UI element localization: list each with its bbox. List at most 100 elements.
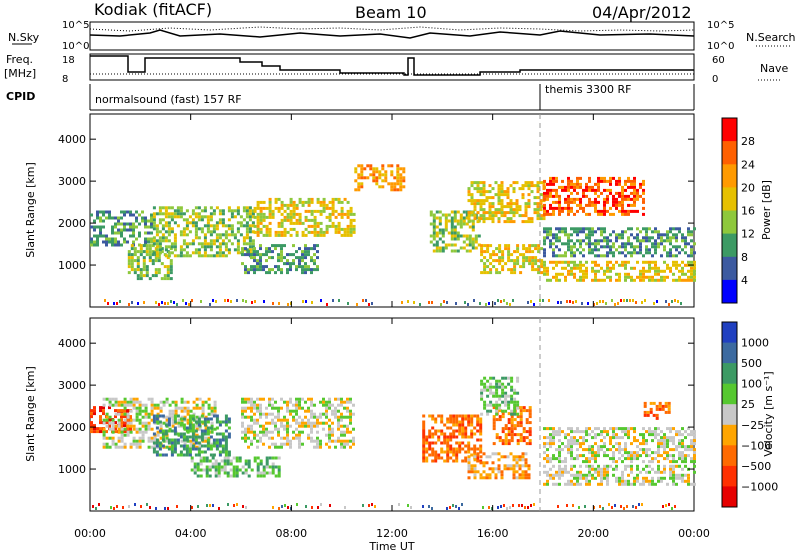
data-cell [564, 188, 567, 192]
data-cell [480, 250, 484, 254]
data-cell [678, 430, 681, 434]
data-cell [311, 506, 313, 509]
data-cell [558, 473, 561, 477]
data-cell [582, 248, 585, 252]
data-cell [280, 436, 283, 440]
data-cell [206, 447, 210, 451]
data-cell [304, 244, 307, 248]
data-cell [123, 228, 126, 232]
data-cell [331, 206, 335, 210]
data-cell [546, 233, 549, 237]
data-cell [473, 444, 477, 448]
data-cell [365, 299, 367, 302]
data-cell [259, 212, 263, 216]
data-cell [250, 418, 253, 422]
data-cell [304, 256, 307, 260]
data-cell [585, 212, 588, 216]
data-cell [633, 439, 636, 443]
data-cell [224, 429, 228, 433]
data-cell [117, 439, 121, 443]
data-cell [325, 421, 328, 425]
data-cell [497, 467, 501, 471]
data-cell [594, 467, 597, 471]
data-cell [245, 224, 249, 228]
data-cell [440, 303, 442, 306]
data-cell [488, 467, 492, 471]
data-cell [193, 462, 197, 466]
data-cell [561, 460, 564, 464]
data-cell [636, 439, 639, 443]
data-cell [120, 430, 124, 434]
data-cell [612, 433, 615, 437]
data-cell [195, 403, 199, 407]
data-cell [459, 213, 463, 217]
data-cell [576, 473, 579, 477]
data-cell [310, 439, 313, 443]
data-cell [102, 409, 105, 413]
data-cell [669, 230, 672, 234]
data-cell [268, 215, 272, 219]
data-cell [422, 450, 426, 454]
data-cell [615, 436, 618, 440]
data-cell [546, 212, 549, 216]
data-cell [597, 185, 600, 189]
data-cell [519, 253, 523, 257]
data-cell [152, 432, 156, 436]
data-cell [271, 209, 275, 213]
data-cell [510, 436, 514, 440]
data-cell [206, 218, 210, 222]
data-cell [173, 245, 177, 249]
data-cell [165, 436, 169, 440]
data-cell [435, 231, 439, 235]
nsky-trace [89, 29, 695, 39]
data-cell [265, 427, 268, 431]
data-cell [164, 429, 168, 433]
data-cell [129, 228, 132, 232]
data-cell [213, 400, 217, 404]
data-cell [117, 403, 121, 407]
data-cell [564, 242, 567, 246]
data-cell [452, 450, 456, 454]
data-cell [147, 397, 151, 401]
data-cell [497, 196, 501, 200]
data-cell [114, 240, 117, 244]
data-cell [648, 275, 651, 279]
data-cell [624, 212, 627, 216]
data-cell [191, 429, 195, 433]
data-cell [455, 417, 459, 421]
data-cell [474, 237, 478, 241]
data-cell [422, 453, 426, 457]
data-cell [576, 248, 579, 252]
data-cell [453, 210, 457, 214]
data-cell [588, 248, 591, 252]
data-cell [298, 442, 301, 446]
data-cell [648, 266, 651, 270]
data-cell [636, 251, 639, 255]
data-cell [633, 430, 636, 434]
data-cell [570, 206, 573, 210]
data-cell [259, 227, 263, 231]
data-cell [265, 465, 269, 469]
data-cell [322, 206, 326, 210]
data-cell [636, 479, 639, 483]
data-cell [492, 394, 496, 398]
data-cell [147, 424, 151, 428]
data-cell [224, 224, 228, 228]
data-cell [307, 433, 310, 437]
data-cell [188, 303, 190, 306]
data-cell [218, 233, 222, 237]
data-cell [515, 202, 519, 206]
data-cell [211, 465, 215, 469]
data-cell [369, 173, 373, 177]
data-cell [443, 432, 447, 436]
data-cell [277, 209, 281, 213]
data-cell [337, 421, 340, 425]
data-cell [206, 438, 210, 442]
data-cell [310, 271, 313, 275]
data-cell [495, 409, 499, 413]
data-cell [105, 412, 109, 416]
data-cell [651, 245, 654, 249]
data-cell [488, 476, 492, 480]
data-cell [283, 415, 286, 419]
data-cell [600, 191, 603, 195]
